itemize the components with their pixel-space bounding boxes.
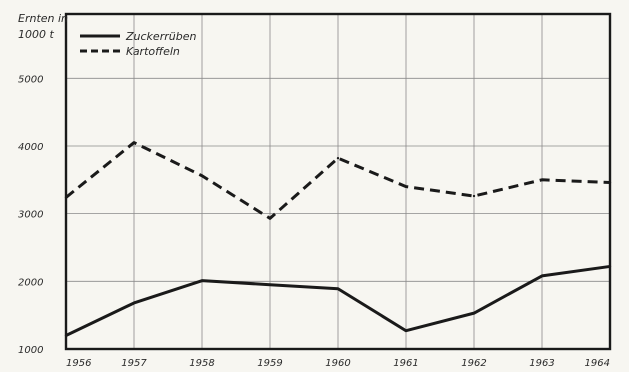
y-axis-label-line-2: 1000 t	[18, 28, 54, 41]
data-point	[64, 334, 68, 337]
data-point	[540, 178, 544, 182]
y-tick-label: 4000	[18, 142, 43, 153]
x-tick-label: 1956	[66, 358, 91, 369]
data-point	[608, 181, 612, 184]
y-tick-label: 1000	[18, 345, 43, 356]
series-line-kartoffeln	[65, 141, 611, 220]
data-point	[404, 185, 408, 188]
data-point	[540, 274, 544, 278]
x-tick-label: 1963	[529, 358, 554, 369]
data-point	[404, 329, 408, 332]
y-axis-label-line-1: Ernten in	[18, 12, 68, 25]
data-point	[608, 265, 612, 268]
data-point	[472, 311, 476, 315]
y-tick-label: 5000	[18, 74, 43, 85]
series-lines	[64, 141, 612, 337]
data-point	[132, 141, 136, 144]
x-axis-ticks: 1956 1957 1958 1959 1960 1961 1962 1963 1964	[66, 358, 610, 369]
data-point	[336, 287, 340, 290]
x-tick-label: 1959	[257, 358, 282, 369]
data-point	[200, 279, 204, 282]
y-tick-label: 3000	[18, 210, 43, 221]
x-tick-label: 1958	[189, 358, 214, 369]
y-tick-label: 2000	[18, 277, 43, 288]
data-point	[268, 283, 272, 286]
x-tick-label: 1962	[461, 358, 486, 369]
data-point	[336, 156, 340, 160]
data-point	[268, 217, 272, 220]
x-tick-label: 1964	[585, 358, 610, 369]
y-axis-label: Ernten in 1000 t	[18, 12, 68, 41]
data-point	[64, 196, 68, 199]
data-point	[200, 174, 204, 177]
legend: Zuckerrüben Kartoffeln	[80, 30, 196, 58]
data-point	[472, 194, 476, 198]
x-tick-label: 1960	[325, 358, 350, 369]
x-tick-label: 1961	[393, 358, 418, 369]
legend-label-zuckerrueben: Zuckerrüben	[125, 30, 196, 43]
legend-label-kartoffeln: Kartoffeln	[126, 45, 180, 58]
x-tick-label: 1957	[121, 358, 147, 369]
data-point	[132, 301, 136, 305]
y-axis-ticks: 1000 2000 3000 4000 5000	[18, 74, 43, 356]
